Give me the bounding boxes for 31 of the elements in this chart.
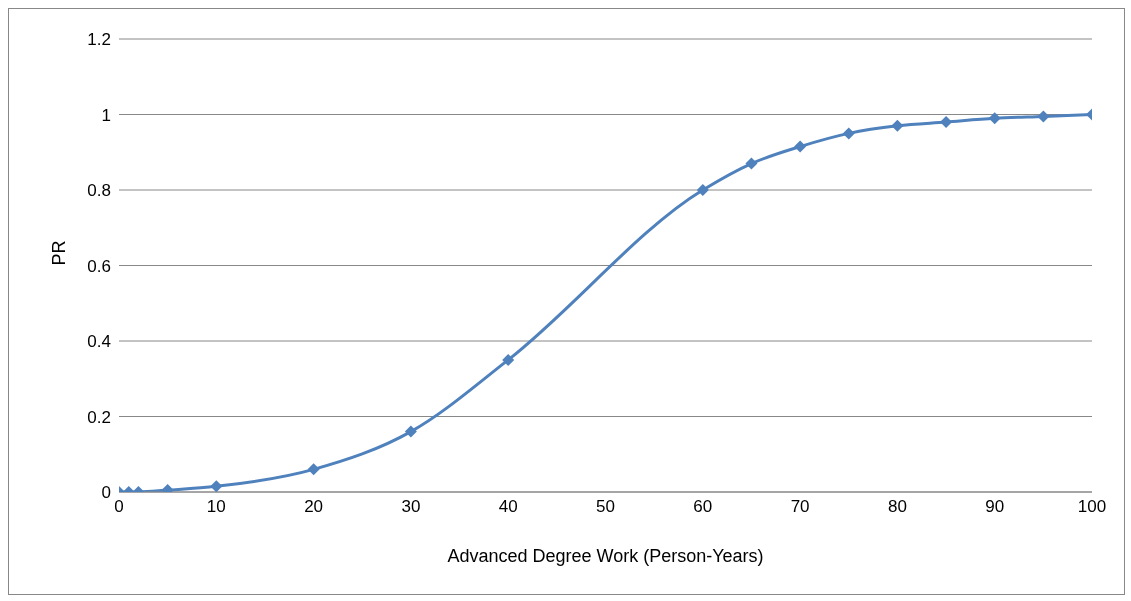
x-tick-label: 90 bbox=[985, 497, 1005, 517]
y-tick-label: 1 bbox=[101, 105, 111, 125]
x-tick-label: 20 bbox=[304, 497, 324, 517]
x-tick-label: 10 bbox=[206, 497, 226, 517]
point bbox=[745, 157, 758, 170]
point bbox=[891, 119, 904, 132]
x-tick-label: 0 bbox=[114, 497, 124, 517]
point bbox=[794, 140, 807, 153]
point bbox=[210, 480, 223, 492]
y-tick-label: 0.4 bbox=[87, 332, 111, 352]
x-axis-title: Advanced Degree Work (Person-Years) bbox=[447, 546, 764, 566]
y-tick-label: 0.6 bbox=[87, 256, 111, 276]
x-tick-label: 80 bbox=[887, 497, 907, 517]
point bbox=[404, 425, 417, 438]
x-tick-label: 50 bbox=[596, 497, 615, 517]
y-tick-label: 0.2 bbox=[87, 407, 111, 427]
x-tick-label: 100 bbox=[1077, 497, 1107, 517]
point bbox=[696, 184, 709, 196]
point bbox=[842, 127, 855, 140]
y-tick-label: 1.2 bbox=[87, 30, 111, 50]
x-tick-label: 70 bbox=[790, 497, 810, 517]
y-tick-label: 0 bbox=[101, 483, 111, 503]
point bbox=[502, 353, 515, 366]
point bbox=[988, 112, 1001, 125]
point bbox=[1037, 110, 1050, 123]
x-tick-label: 30 bbox=[401, 497, 421, 517]
x-tick-label: 60 bbox=[693, 497, 713, 517]
y-axis-title: PR bbox=[49, 240, 70, 266]
x-tick-label: 40 bbox=[498, 497, 518, 517]
point bbox=[307, 463, 320, 476]
y-tick-label: 0.8 bbox=[87, 181, 111, 201]
